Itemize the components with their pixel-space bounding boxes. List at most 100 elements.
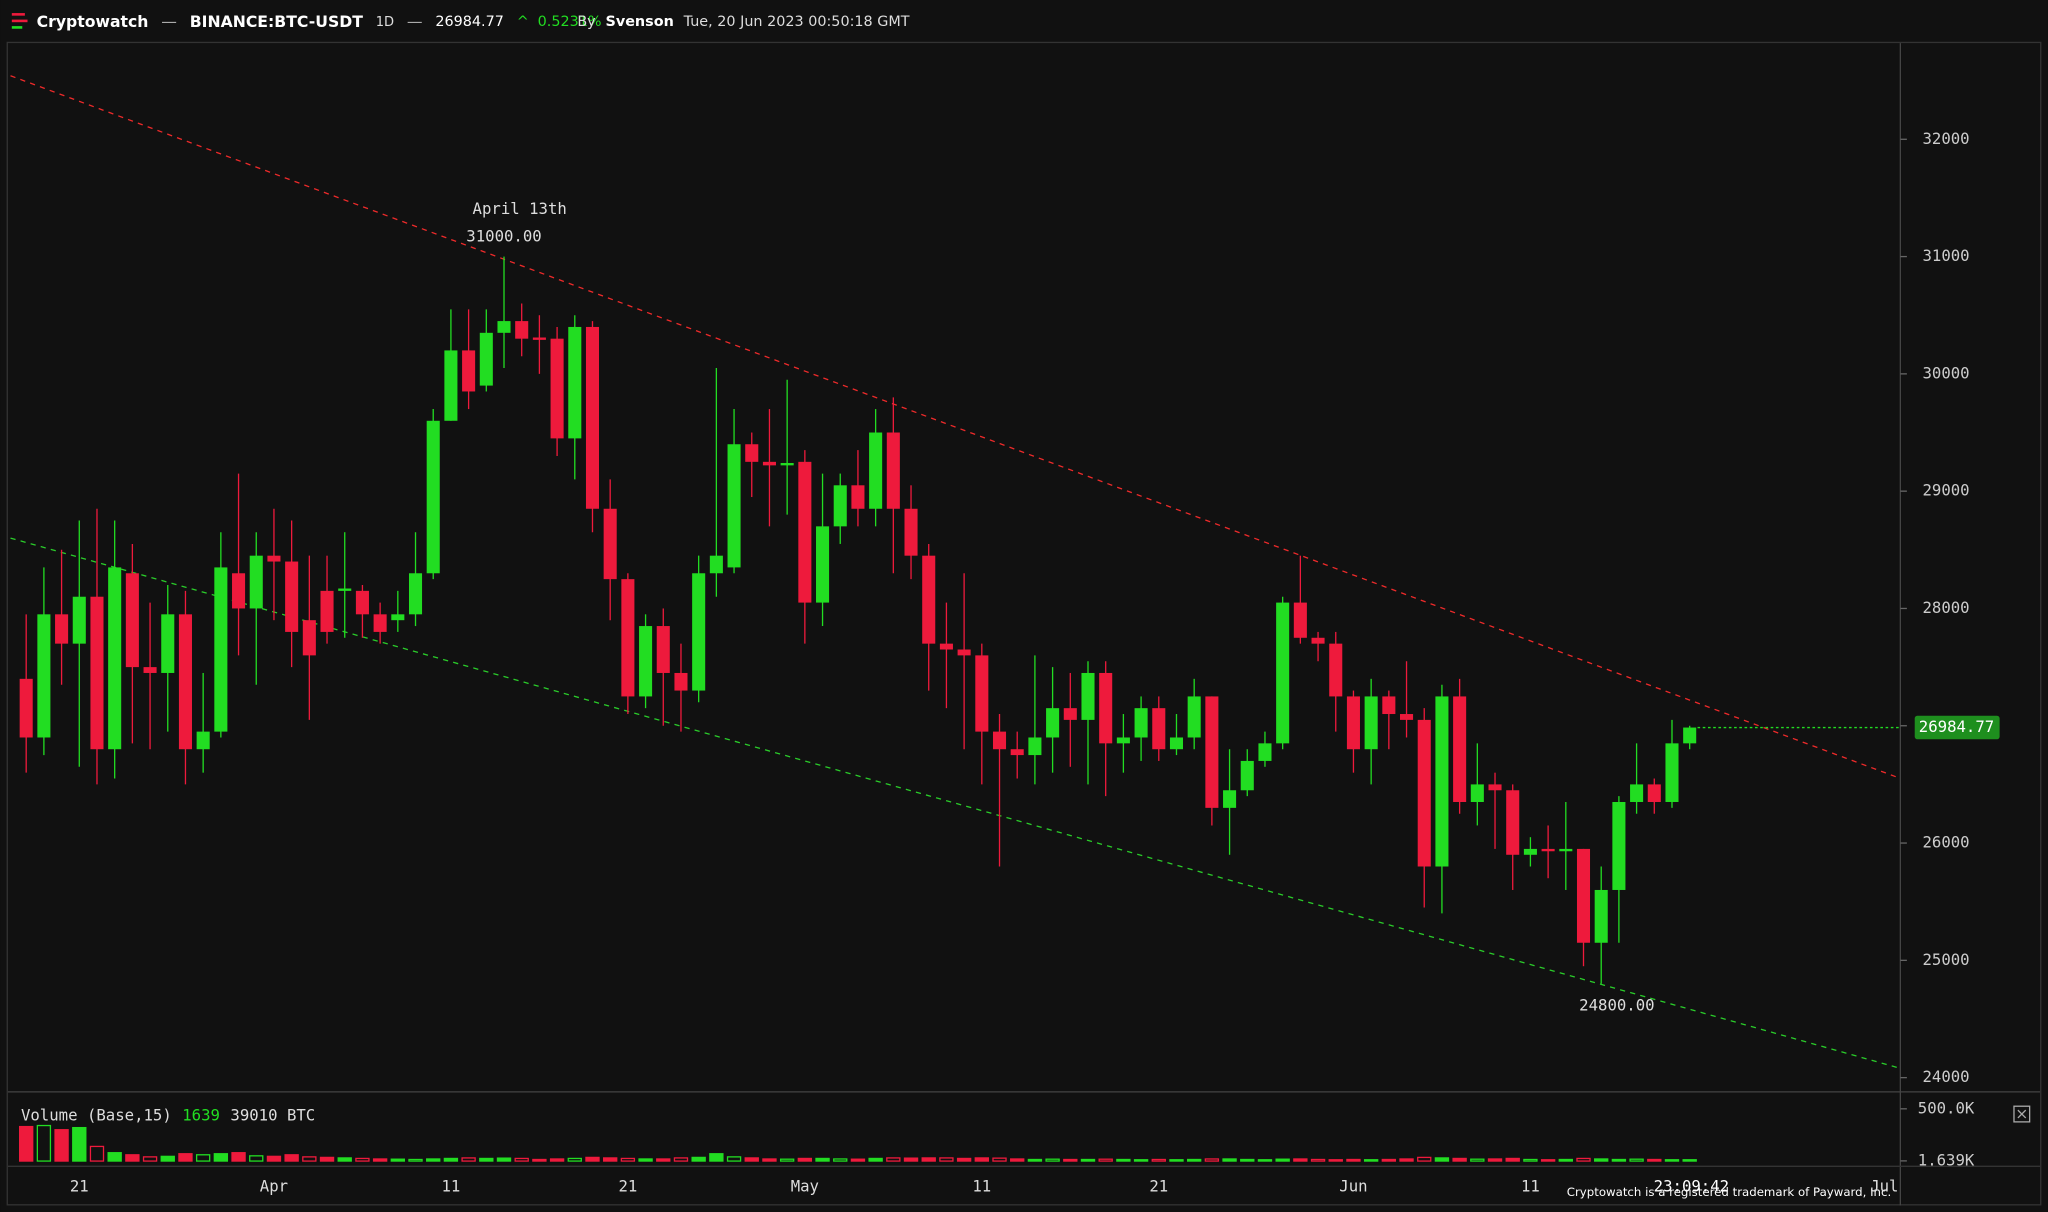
candle-body [886, 432, 900, 509]
x-tick-label: 21 [618, 1177, 637, 1196]
volume-bar [602, 1157, 618, 1162]
volume-bar [903, 1157, 919, 1162]
candle-body [1293, 602, 1307, 638]
volume-bar [567, 1157, 582, 1162]
volume-bar [1257, 1159, 1273, 1162]
volume-bar [726, 1156, 742, 1162]
x-tick-label: Jul [1870, 1177, 1898, 1196]
volume-bar [1647, 1158, 1662, 1162]
volume-bar [1505, 1157, 1520, 1162]
volume-average: 39010 BTC [230, 1105, 315, 1124]
volume-bar [691, 1156, 706, 1162]
volume-bar [1399, 1158, 1414, 1162]
candle-body [1223, 790, 1237, 808]
volume-bar [1682, 1159, 1697, 1162]
trademark: Cryptowatch is a registered trademark of… [1567, 1185, 1891, 1199]
candle-body [798, 461, 812, 603]
volume-bar [284, 1154, 299, 1162]
candle-body [338, 588, 352, 591]
candle-body [1063, 708, 1077, 720]
candle-body [462, 350, 476, 392]
candle-body [1488, 784, 1502, 791]
volume-bar [1222, 1158, 1237, 1162]
annotation: April 13th [473, 199, 567, 218]
separator: — [407, 12, 423, 31]
candle-body [19, 678, 33, 738]
volume-bar [266, 1155, 282, 1162]
volume-bar [1523, 1158, 1538, 1162]
volume-bar [762, 1158, 777, 1162]
volume-bar [1240, 1158, 1255, 1162]
volume-legend: Volume (Base,15) 1639 39010 BTC [21, 1105, 315, 1124]
volume-bar [1151, 1158, 1166, 1162]
candle-body [1099, 672, 1113, 744]
volume-bar [1487, 1158, 1503, 1162]
volume-bar [1275, 1158, 1290, 1162]
volume-bar [939, 1157, 954, 1162]
volume-title: Volume (Base,15) [21, 1105, 172, 1124]
volume-bar [638, 1158, 653, 1162]
volume-bar [815, 1157, 830, 1162]
volume-bar [125, 1154, 140, 1162]
volume-bar [1169, 1159, 1184, 1162]
volume-bar [549, 1158, 565, 1162]
volume-bar [1186, 1158, 1202, 1162]
candle-body [833, 485, 847, 527]
candle-body [90, 596, 104, 750]
candle-body [1523, 848, 1537, 855]
change: 0.5231% [538, 14, 602, 30]
volume-bar [1328, 1159, 1343, 1162]
volume-bar [1098, 1158, 1113, 1162]
candle-body [603, 508, 617, 580]
volume-bar [1063, 1158, 1078, 1162]
volume-bar [1417, 1156, 1432, 1162]
candle-body [444, 350, 458, 421]
candle-body [709, 555, 723, 574]
candle-body [1240, 760, 1254, 791]
candle-body [426, 420, 440, 574]
annotation: 31000.00 [466, 226, 541, 245]
candle-body [532, 337, 546, 340]
volume-bar [372, 1158, 388, 1162]
candle-body [285, 561, 299, 632]
candle-body [550, 338, 564, 439]
candle-body [479, 332, 493, 386]
volume-bar [1434, 1157, 1450, 1162]
volume-bar [1594, 1158, 1609, 1162]
candle-body [267, 555, 281, 562]
volume-bar [850, 1158, 866, 1162]
candle-body [1116, 737, 1130, 744]
volume-bar [89, 1145, 105, 1162]
annotation: 24800.00 [1579, 996, 1654, 1015]
last-price-label: 26984.77 [1919, 717, 1994, 736]
candle-body [1612, 801, 1626, 890]
volume-bar [72, 1126, 87, 1162]
volume-bar [426, 1158, 441, 1162]
candle-body [232, 573, 246, 609]
y-tick-label: 30000 [1922, 363, 1969, 382]
volume-bar [1363, 1159, 1379, 1162]
volume-bar [868, 1157, 883, 1162]
separator: — [161, 12, 177, 31]
candle-body [1187, 696, 1201, 738]
candle-body [1028, 737, 1042, 756]
close-volume-button[interactable] [2013, 1105, 2031, 1123]
volume-bar [107, 1152, 122, 1162]
resistance-trendline [10, 75, 1901, 780]
frame [6, 41, 2042, 1206]
header-meta: By Svenson Tue, 20 Jun 2023 00:50:18 GMT [577, 14, 909, 30]
candle-body [1311, 637, 1325, 644]
volume-bar [195, 1154, 211, 1162]
candle-body [1152, 708, 1166, 750]
candle-body [904, 508, 918, 556]
interval: 1D [376, 15, 394, 30]
volume-bar [514, 1157, 529, 1162]
candle-body [515, 321, 529, 339]
candle-body [1382, 696, 1396, 715]
candle-body [780, 463, 794, 466]
header-bar: Cryptowatch — BINANCE:BTC-USDT 1D — 2698… [37, 12, 602, 31]
volume-tick-label: 500.0K [1918, 1098, 1975, 1117]
candle-body [1329, 643, 1343, 697]
volume-bar [302, 1156, 317, 1162]
